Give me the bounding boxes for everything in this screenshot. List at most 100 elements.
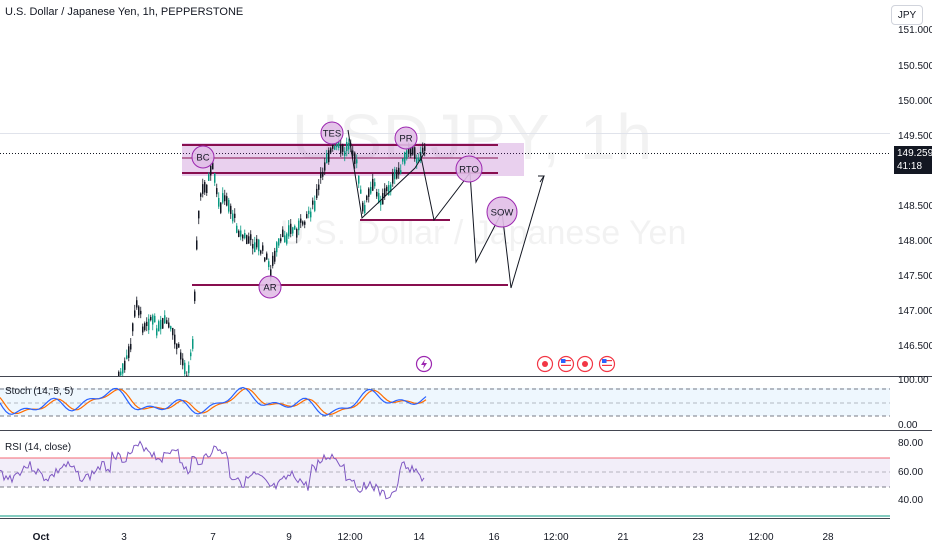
price-label: 149.500 bbox=[898, 131, 932, 142]
candle-body bbox=[278, 238, 280, 246]
candle-body bbox=[134, 310, 136, 317]
annotation-circle bbox=[486, 196, 518, 228]
candle-body bbox=[390, 184, 392, 193]
candle-body bbox=[262, 245, 264, 251]
candle-body bbox=[338, 139, 340, 148]
annotation-text: TES bbox=[323, 129, 341, 140]
candle-body bbox=[126, 355, 128, 359]
candle-body bbox=[364, 205, 366, 214]
candle-body bbox=[246, 235, 248, 245]
candle-body bbox=[356, 159, 358, 164]
candle-body bbox=[202, 184, 204, 194]
candle-body bbox=[192, 339, 194, 349]
rsi-line bbox=[0, 440, 425, 500]
candle-body bbox=[272, 255, 274, 266]
candle-body bbox=[122, 363, 124, 374]
candle-body bbox=[410, 147, 412, 156]
current-price-badge: 149.259 41:18 bbox=[894, 146, 932, 174]
level-lines[interactable] bbox=[182, 144, 508, 286]
candle-body bbox=[422, 147, 424, 153]
projection-drawing[interactable] bbox=[347, 129, 545, 289]
stoch-legend[interactable]: Stoch (14, 5, 5) bbox=[5, 386, 74, 397]
stoch-axis-label: 0.00 bbox=[898, 420, 918, 431]
candle-body bbox=[358, 175, 360, 184]
candle-body bbox=[322, 171, 324, 177]
candle-body bbox=[120, 371, 122, 376]
annotation-ar: AR bbox=[258, 275, 282, 299]
candle-body bbox=[288, 225, 290, 237]
candle-body bbox=[314, 200, 316, 211]
annotation-labels[interactable]: TES PR BC RTO SOW AR bbox=[191, 121, 518, 299]
candle-body bbox=[302, 221, 304, 225]
candle-body bbox=[332, 144, 334, 149]
stoch-d-line bbox=[0, 387, 427, 416]
candle-body bbox=[256, 238, 258, 248]
candle-body bbox=[320, 172, 322, 178]
candle-body bbox=[324, 162, 326, 171]
candle-body bbox=[276, 242, 278, 253]
candle-body bbox=[244, 232, 246, 239]
candle-body bbox=[212, 162, 214, 170]
time-label: 21 bbox=[617, 532, 629, 543]
candle-body bbox=[284, 235, 286, 243]
candle-body bbox=[234, 213, 236, 219]
candle-body bbox=[306, 214, 308, 219]
candle-body bbox=[150, 316, 152, 321]
candle-body bbox=[400, 170, 402, 174]
time-label: 23 bbox=[692, 532, 704, 543]
candle-body bbox=[362, 202, 364, 212]
candle-body bbox=[414, 147, 416, 159]
candle-body bbox=[374, 182, 376, 187]
symbol-title[interactable]: U.S. Dollar / Japanese Yen, 1h, PEPPERST… bbox=[5, 6, 244, 18]
candle-body bbox=[384, 188, 386, 197]
event-dot-icon bbox=[536, 355, 554, 373]
time-label: 14 bbox=[413, 532, 425, 543]
candle-body bbox=[292, 227, 294, 234]
candle-body bbox=[130, 343, 132, 350]
candle-body bbox=[184, 362, 186, 374]
annotation-text: RTO bbox=[459, 165, 479, 176]
candle-body bbox=[312, 200, 314, 205]
price-label: 150.000 bbox=[898, 96, 932, 107]
candle-body bbox=[406, 150, 408, 159]
annotation-circle bbox=[258, 275, 282, 299]
candle-body bbox=[316, 188, 318, 198]
candle-body bbox=[182, 358, 184, 366]
candle-body bbox=[344, 151, 346, 156]
drawn-path-2 bbox=[419, 151, 545, 289]
candle-body bbox=[352, 150, 354, 156]
candle-body bbox=[368, 188, 370, 197]
candle-body bbox=[154, 315, 156, 323]
candle-body bbox=[250, 234, 252, 241]
candle-body bbox=[260, 250, 262, 254]
annotation-tes: TES bbox=[320, 121, 344, 145]
candle-body bbox=[132, 323, 134, 332]
candle-body bbox=[254, 242, 256, 253]
candle-body bbox=[294, 225, 296, 230]
candle-body bbox=[156, 328, 158, 336]
currency-button[interactable]: JPY bbox=[891, 5, 923, 25]
time-label: 7 bbox=[210, 532, 216, 543]
candle-body bbox=[188, 365, 190, 374]
rsi-axis-label: 60.00 bbox=[898, 467, 924, 478]
candle-body bbox=[194, 291, 196, 302]
candle-body bbox=[274, 250, 276, 262]
annotation-bc: BC bbox=[191, 145, 215, 169]
candle-body bbox=[148, 318, 150, 331]
event-icons[interactable] bbox=[415, 355, 616, 373]
price-label: 148.500 bbox=[898, 201, 932, 212]
stoch-axis-label: 100.00 bbox=[898, 375, 929, 386]
stoch-band bbox=[0, 388, 890, 416]
stoch-k-line bbox=[0, 386, 427, 416]
candle-body bbox=[190, 352, 192, 357]
us-flag-icon bbox=[598, 355, 616, 373]
candle-body bbox=[242, 234, 244, 239]
lightning-icon bbox=[415, 355, 433, 373]
time-label: 12:00 bbox=[337, 532, 363, 543]
rsi-legend[interactable]: RSI (14, close) bbox=[5, 442, 72, 453]
candle-body bbox=[326, 153, 328, 164]
time-label: 28 bbox=[822, 532, 834, 543]
candle-body bbox=[160, 319, 162, 330]
candle-body bbox=[348, 142, 350, 150]
